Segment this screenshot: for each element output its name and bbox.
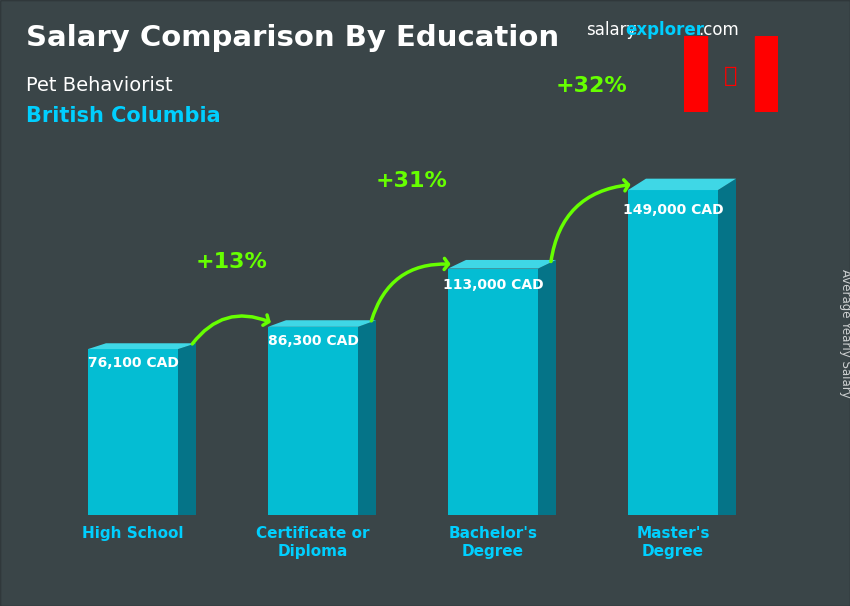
Polygon shape xyxy=(628,179,736,190)
Polygon shape xyxy=(538,260,556,515)
Text: 🍁: 🍁 xyxy=(724,66,738,86)
Polygon shape xyxy=(628,190,718,515)
Text: Average Yearly Salary: Average Yearly Salary xyxy=(839,269,850,398)
Text: British Columbia: British Columbia xyxy=(26,106,220,126)
Polygon shape xyxy=(268,320,376,327)
Polygon shape xyxy=(448,260,556,268)
Bar xyxy=(684,36,706,112)
Polygon shape xyxy=(358,320,376,515)
Text: Salary Comparison By Education: Salary Comparison By Education xyxy=(26,24,558,52)
Polygon shape xyxy=(718,179,736,515)
Polygon shape xyxy=(178,343,196,515)
Text: explorer: explorer xyxy=(625,21,704,39)
Text: 86,300 CAD: 86,300 CAD xyxy=(268,335,359,348)
Text: 149,000 CAD: 149,000 CAD xyxy=(623,203,723,217)
Text: +32%: +32% xyxy=(556,76,628,96)
Text: Pet Behaviorist: Pet Behaviorist xyxy=(26,76,172,95)
Text: 76,100 CAD: 76,100 CAD xyxy=(88,356,178,370)
Polygon shape xyxy=(268,327,358,515)
Polygon shape xyxy=(88,343,196,349)
Text: +13%: +13% xyxy=(196,253,268,273)
Text: salary: salary xyxy=(586,21,637,39)
Polygon shape xyxy=(448,268,538,515)
Text: +31%: +31% xyxy=(376,171,448,191)
Bar xyxy=(756,36,778,112)
Polygon shape xyxy=(88,349,178,515)
Text: .com: .com xyxy=(699,21,740,39)
Text: 113,000 CAD: 113,000 CAD xyxy=(443,278,543,293)
